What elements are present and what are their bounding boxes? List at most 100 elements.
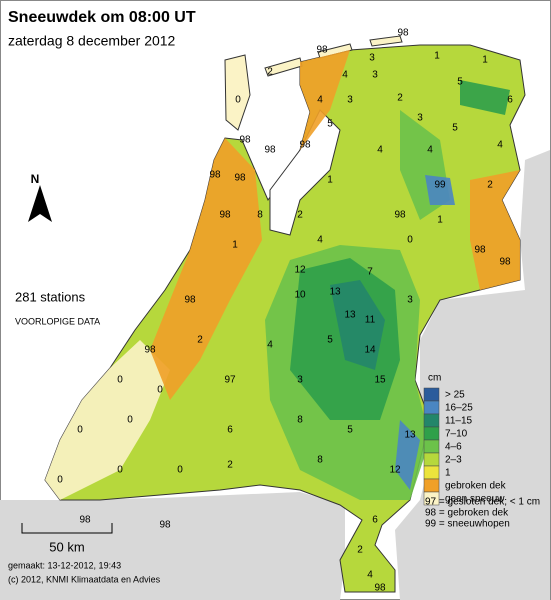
station-value: 7 — [367, 267, 373, 278]
legend-code: 99 = sneeuwhopen — [425, 519, 510, 530]
scale-label: 50 km — [49, 539, 84, 554]
station-value: 0 — [157, 385, 163, 396]
legend-label: 1 — [445, 468, 451, 479]
station-value: 2 — [487, 180, 493, 191]
scale-bar — [21, 523, 113, 534]
station-value: 98 — [316, 45, 328, 56]
station-value: 6 — [372, 515, 378, 526]
station-value: 3 — [417, 113, 423, 124]
station-value: 2 — [227, 460, 233, 471]
legend-swatch — [423, 465, 440, 480]
station-value: 4 — [377, 145, 383, 156]
station-value: 98 — [394, 210, 406, 221]
station-value: 0 — [77, 425, 83, 436]
title: Sneeuwdek om 08:00 UT — [8, 9, 196, 26]
station-value: 98 — [159, 520, 171, 531]
snow-zone — [460, 80, 510, 115]
legend-swatch — [423, 400, 440, 415]
legend-label: 7–10 — [445, 429, 468, 440]
snow-zone — [470, 170, 520, 290]
station-value: 11 — [365, 315, 376, 326]
station-value: 0 — [127, 415, 133, 426]
station-value: 98 — [474, 245, 486, 256]
legend-label: 4–6 — [445, 442, 462, 453]
station-value: 14 — [364, 345, 376, 356]
station-value: 3 — [369, 53, 375, 64]
station-value: 4 — [317, 95, 323, 106]
station-value: 13 — [329, 287, 341, 298]
station-value: 1 — [327, 175, 333, 186]
station-value: 5 — [327, 335, 333, 346]
station-value: 98 — [79, 515, 91, 526]
station-value: 8 — [297, 415, 303, 426]
snow-zone — [45, 340, 170, 500]
legend-swatch — [423, 413, 440, 428]
station-value: 97 — [224, 375, 236, 386]
station-value: 10 — [294, 290, 306, 301]
station-value: 1 — [232, 240, 238, 251]
station-value: 5 — [457, 77, 463, 88]
island — [224, 54, 251, 131]
legend-label: geen sneeuw — [445, 494, 505, 505]
station-value: 1 — [437, 215, 443, 226]
station-value: 0 — [235, 95, 241, 106]
station-value: 4 — [342, 70, 348, 81]
station-value: 13 — [344, 310, 356, 321]
station-count: 281 stations — [15, 289, 86, 304]
station-value: 12 — [389, 465, 401, 476]
island — [369, 35, 403, 47]
legend-unit: cm — [428, 373, 441, 384]
copyright: (c) 2012, KNMI Klimaatdata en Advies — [8, 574, 161, 584]
neighbouring-land — [0, 150, 550, 600]
station-value: 2 — [397, 93, 403, 104]
station-value: 6 — [507, 95, 513, 106]
snow-zone — [150, 138, 262, 400]
station-value: 98 — [499, 257, 511, 268]
station-value: 98 — [234, 173, 246, 184]
station-value: 3 — [372, 70, 378, 81]
station-value: 98 — [264, 145, 276, 156]
made-date: gemaakt: 13-12-2012, 19:43 — [8, 560, 121, 570]
island — [317, 43, 353, 59]
station-value: 98 — [219, 210, 231, 221]
station-value: 98 — [239, 135, 251, 146]
station-value: 98 — [209, 170, 221, 181]
station-value: 0 — [177, 465, 183, 476]
legend-swatch — [423, 387, 440, 402]
station-value: 0 — [117, 465, 123, 476]
station-value: 3 — [347, 95, 353, 106]
data-note: VOORLOPIGE DATA — [15, 316, 100, 326]
station-value: 99 — [434, 180, 446, 191]
station-value: 98 — [144, 345, 156, 356]
station-value: 4 — [267, 340, 273, 351]
snow-zone — [330, 280, 385, 370]
legend-swatch — [423, 491, 440, 506]
station-value: 12 — [294, 265, 306, 276]
station-value: 5 — [347, 425, 353, 436]
station-value: 0 — [117, 375, 123, 386]
north-arrow — [28, 185, 52, 222]
legend-label: gebroken dek — [445, 481, 507, 492]
station-value: 6 — [227, 425, 233, 436]
snow-zone — [425, 175, 455, 205]
snow-zone — [300, 50, 350, 150]
station-value: 98 — [299, 140, 311, 151]
station-value: 1 — [482, 55, 488, 66]
station-value: 4 — [317, 235, 323, 246]
station-value: 3 — [407, 295, 413, 306]
station-value: 98 — [374, 583, 386, 594]
legend-swatch — [423, 426, 440, 441]
station-value: 13 — [404, 430, 416, 441]
station-value: 2 — [267, 67, 273, 78]
snow-zone — [395, 420, 420, 490]
station-value: 4 — [497, 140, 503, 151]
station-value: 2 — [197, 335, 203, 346]
station-value: 2 — [357, 545, 363, 556]
station-value: 5 — [327, 119, 333, 130]
snow-zones — [45, 50, 520, 500]
legend-code: 97 = gesloten dek; < 1 cm — [425, 497, 540, 508]
station-value: 8 — [317, 455, 323, 466]
station-value: 15 — [374, 375, 386, 386]
legend-label: 2–3 — [445, 455, 462, 466]
